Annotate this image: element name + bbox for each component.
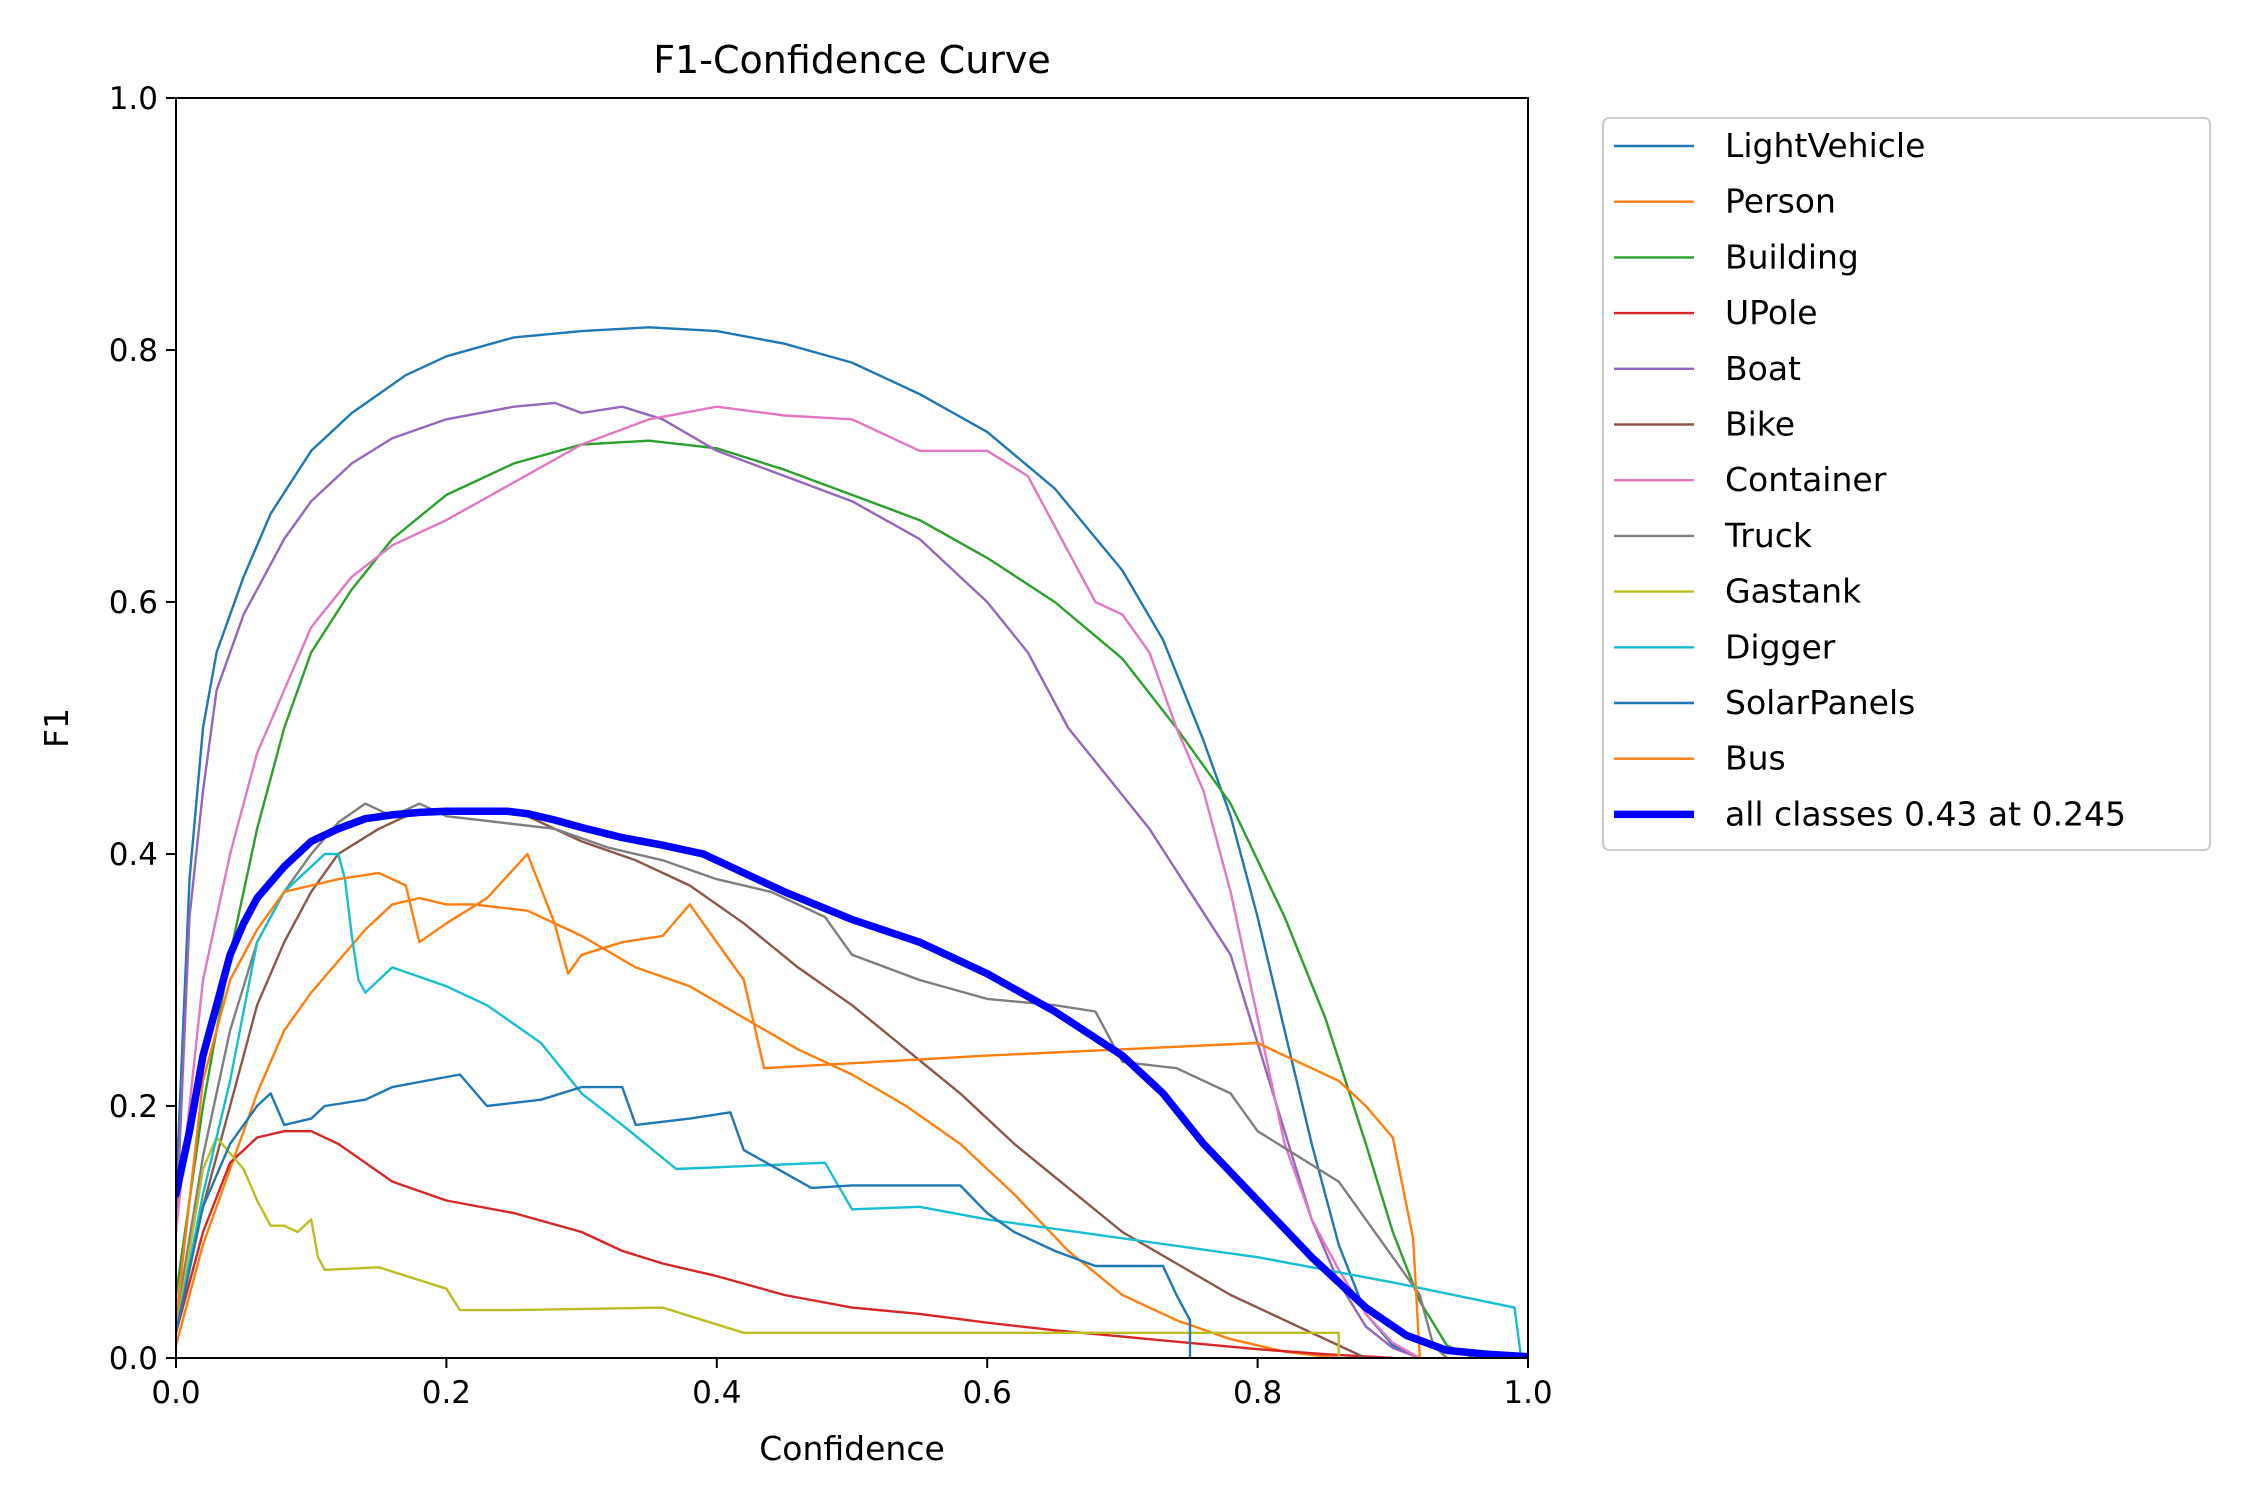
- plot-frame: [175, 97, 1529, 1359]
- x-tick-label: 0.0: [151, 1375, 200, 1411]
- legend-label-truck: Truck: [1724, 516, 1813, 555]
- series-line-container: [176, 405, 1422, 1358]
- y-tick-label: 0.8: [109, 333, 158, 369]
- y-tick-label: 0.4: [109, 837, 158, 873]
- series-line-person: [176, 896, 1340, 1358]
- series-line-gastank: [176, 1136, 1340, 1358]
- legend-label-all-classes-0-43-at-0-245: all classes 0.43 at 0.245: [1725, 794, 2126, 833]
- legend-label-gastank: Gastank: [1725, 572, 1862, 611]
- legend-label-building: Building: [1725, 237, 1859, 276]
- legend-label-digger: Digger: [1725, 627, 1836, 666]
- legend-label-solarpanels: SolarPanels: [1725, 683, 1915, 722]
- y-tick-label: 0.0: [109, 1341, 158, 1377]
- chart-title: F1-Confidence Curve: [653, 38, 1051, 82]
- x-tick-label: 0.8: [1233, 1375, 1282, 1411]
- y-tick-label: 0.2: [109, 1089, 158, 1125]
- legend-label-bus: Bus: [1725, 739, 1786, 778]
- legend-label-person: Person: [1725, 182, 1836, 221]
- legend-label-bike: Bike: [1725, 405, 1795, 444]
- x-tick-label: 0.2: [422, 1375, 471, 1411]
- series-line-boat: [176, 401, 1422, 1358]
- legend-label-boat: Boat: [1725, 349, 1801, 388]
- y-tick-label: 1.0: [109, 81, 158, 117]
- x-axis-label: Confidence: [759, 1429, 945, 1468]
- series-line-upole: [176, 1129, 1395, 1358]
- y-axis: 0.0 0.2 0.4 0.6 0.8 1.0: [109, 81, 176, 1377]
- x-tick-label: 1.0: [1503, 1375, 1552, 1411]
- x-axis: 0.0 0.2 0.4 0.6 0.8 1.0: [151, 1358, 1553, 1411]
- x-tick-label: 0.6: [963, 1375, 1012, 1411]
- legend-frame: [1602, 117, 2211, 851]
- series-line-bus: [176, 852, 1422, 1358]
- legend-label-lightvehicle: LightVehicle: [1725, 126, 1925, 165]
- legend: LightVehicle Person Building UPole Boat Bike C…: [1602, 117, 2211, 851]
- series-line-solarpanels: [176, 1073, 1192, 1358]
- legend-label-upole: UPole: [1725, 293, 1818, 332]
- series-line-digger: [176, 852, 1523, 1358]
- series-line-all-classes-0-43-at-0-245: [176, 807, 1528, 1358]
- y-tick-label: 0.6: [109, 585, 158, 621]
- series-line-truck: [176, 802, 1449, 1358]
- x-tick-label: 0.4: [692, 1375, 741, 1411]
- legend-label-container: Container: [1725, 460, 1887, 499]
- series-line-building: [176, 439, 1476, 1358]
- series-line-lightvehicle: [176, 326, 1422, 1358]
- y-axis-label: F1: [37, 708, 76, 748]
- series-line-bike: [176, 808, 1368, 1358]
